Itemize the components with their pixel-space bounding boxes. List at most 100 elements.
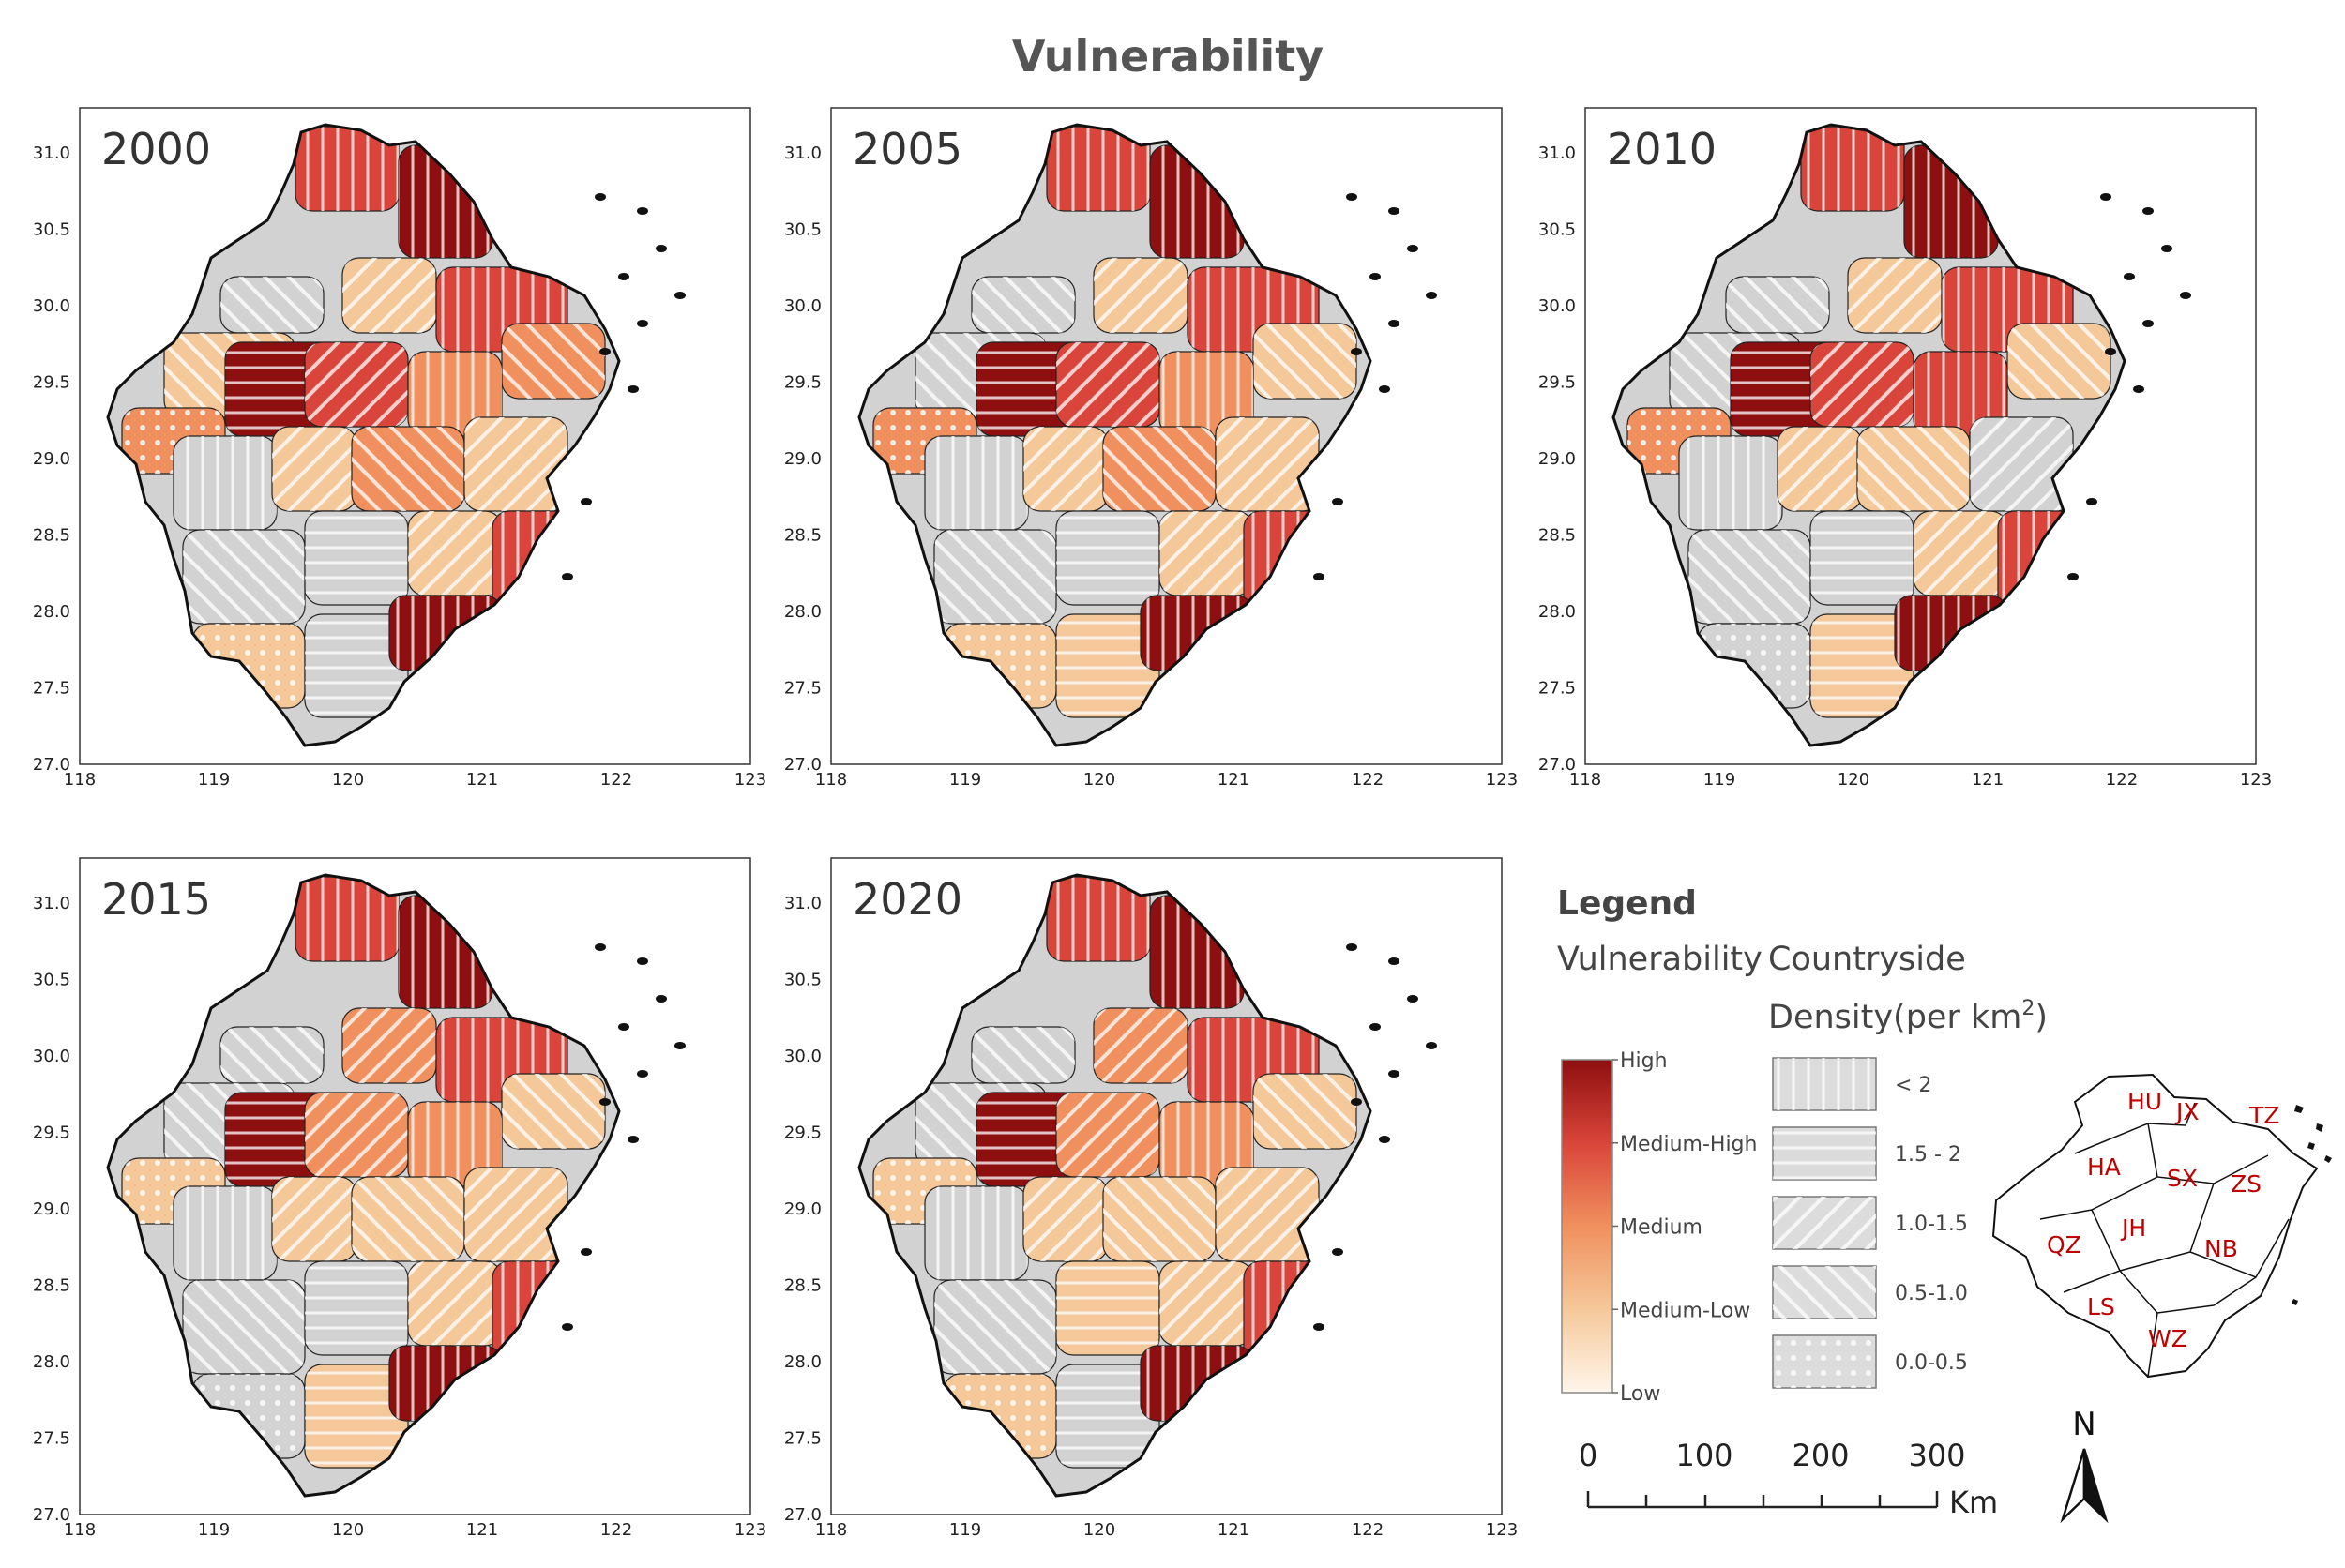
- county-region: [1252, 323, 1357, 400]
- scale-bar-line: [1586, 1491, 1939, 1509]
- density-swatch: [1772, 1334, 1877, 1389]
- x-tick-label: 122: [1352, 1520, 1384, 1540]
- scale-bar: 0 100 200 300 Km: [1579, 1438, 1998, 1520]
- county-region: [1809, 341, 1914, 428]
- island: [1369, 1023, 1381, 1031]
- map-panel: 2020 118 119 120 121 122 123 31.0 30.5 30.0 29.5 29…: [784, 857, 1518, 1540]
- y-tick-label: 27.0: [784, 1505, 822, 1525]
- x-tick-label: 120: [1838, 770, 1869, 790]
- y-tick-label: 30.5: [784, 220, 822, 240]
- county-region: [1022, 1176, 1109, 1262]
- county-region: [182, 1279, 306, 1375]
- x-tick-label: 121: [1972, 770, 2004, 790]
- y-tick-label: 28.5: [33, 526, 70, 546]
- density-swatch-label: 1.0-1.5: [1895, 1213, 1968, 1236]
- island: [618, 273, 629, 280]
- x-tick-label: 123: [1486, 1520, 1518, 1540]
- density-swatch-label: 1.5 - 2: [1895, 1143, 1961, 1167]
- inset-islands: [2292, 1105, 2332, 1305]
- county-region: [971, 276, 1076, 334]
- x-tick-label: 122: [600, 770, 632, 790]
- x-tick-label: 119: [198, 1520, 230, 1540]
- scale-unit: Km: [1949, 1485, 1998, 1520]
- island: [2133, 385, 2144, 393]
- inset-city-label: SX: [2167, 1165, 2198, 1192]
- inset-city-label: ZS: [2231, 1170, 2262, 1198]
- island: [1426, 1042, 1437, 1049]
- x-tick-label: 119: [949, 770, 981, 790]
- scale-tick-label: 100: [1675, 1438, 1732, 1473]
- y-tick-label: 29.5: [784, 1123, 822, 1143]
- north-arrow-icon: [2060, 1448, 2086, 1524]
- density-swatch: [1772, 1265, 1877, 1319]
- north-arrow: N: [2060, 1406, 2109, 1524]
- y-tick-label: 27.0: [33, 755, 70, 775]
- county-region: [271, 1176, 357, 1262]
- county-region: [1777, 426, 1863, 512]
- x-tick-label: 121: [1218, 1520, 1249, 1540]
- island: [1407, 245, 1418, 252]
- island: [618, 1023, 629, 1031]
- county-region: [1215, 416, 1320, 512]
- county-region: [295, 126, 400, 212]
- island: [637, 957, 648, 965]
- y-tick-label: 29.5: [784, 373, 822, 393]
- y-tick-label: 28.0: [33, 602, 70, 622]
- x-tick-label: 123: [1486, 770, 1518, 790]
- province-map: [108, 125, 619, 746]
- county-region: [304, 613, 409, 718]
- county-region: [2006, 323, 2111, 400]
- panel-year: 2010: [1607, 124, 1717, 174]
- y-tick-label: 27.5: [33, 1429, 70, 1449]
- y-tick-label: 29.5: [33, 1123, 70, 1143]
- y-tick-label: 28.5: [1538, 526, 1576, 546]
- y-tick-label: 29.0: [784, 1199, 822, 1219]
- y-tick-label: 29.0: [1538, 449, 1576, 469]
- county-region: [1093, 1007, 1188, 1084]
- x-tick-label: 123: [734, 770, 766, 790]
- county-region: [219, 276, 325, 334]
- y-tick-label: 28.0: [33, 1352, 70, 1372]
- y-tick-label: 28.0: [784, 1352, 822, 1372]
- county-region: [1055, 1260, 1160, 1356]
- legend-vulnerability-label: Vulnerability: [1557, 941, 1763, 978]
- inset-city-label: JH: [2120, 1214, 2146, 1242]
- y-tick-label: 31.0: [784, 143, 822, 163]
- island: [599, 348, 611, 355]
- province-outline: [106, 123, 621, 747]
- county-region: [1022, 426, 1109, 512]
- y-tick-label: 30.0: [33, 1047, 70, 1066]
- y-tick-label: 31.0: [33, 894, 70, 913]
- island: [1351, 1098, 1362, 1106]
- y-tick-label: 30.0: [1538, 296, 1576, 316]
- inset-city-label: TZ: [2248, 1102, 2279, 1129]
- x-tick-label: 121: [466, 1520, 498, 1540]
- county-region: [463, 1167, 568, 1262]
- panel-year: 2005: [853, 124, 962, 174]
- x-tick-label: 120: [1083, 770, 1115, 790]
- county-region: [351, 426, 465, 512]
- county-region: [407, 1101, 503, 1187]
- x-tick-label: 121: [466, 770, 498, 790]
- inset-labels: HU JX TZ HA SX ZS QZ JH NB LS WZ: [2047, 1088, 2279, 1352]
- island: [628, 385, 639, 393]
- legend-density-label: Density(per km2): [1768, 997, 2048, 1036]
- y-tick-label: 27.0: [784, 755, 822, 775]
- density-swatch: [1772, 1196, 1877, 1250]
- county-region: [173, 1185, 278, 1281]
- vulnerability-color-bar: [1561, 1059, 1613, 1394]
- island: [562, 573, 573, 580]
- color-level-label: Medium-Low: [1620, 1299, 1750, 1322]
- island: [1388, 207, 1399, 215]
- scale-tick-label: 0: [1579, 1438, 1597, 1473]
- island: [1346, 193, 1357, 201]
- county-region: [1055, 1364, 1160, 1469]
- county-region: [1856, 426, 1971, 512]
- inset-city-label: QZ: [2047, 1231, 2081, 1259]
- color-level-label: Low: [1620, 1382, 1660, 1406]
- y-tick-label: 31.0: [784, 894, 822, 913]
- panel-year: 2000: [101, 124, 211, 174]
- county-region: [1215, 1167, 1320, 1262]
- island: [1388, 957, 1399, 965]
